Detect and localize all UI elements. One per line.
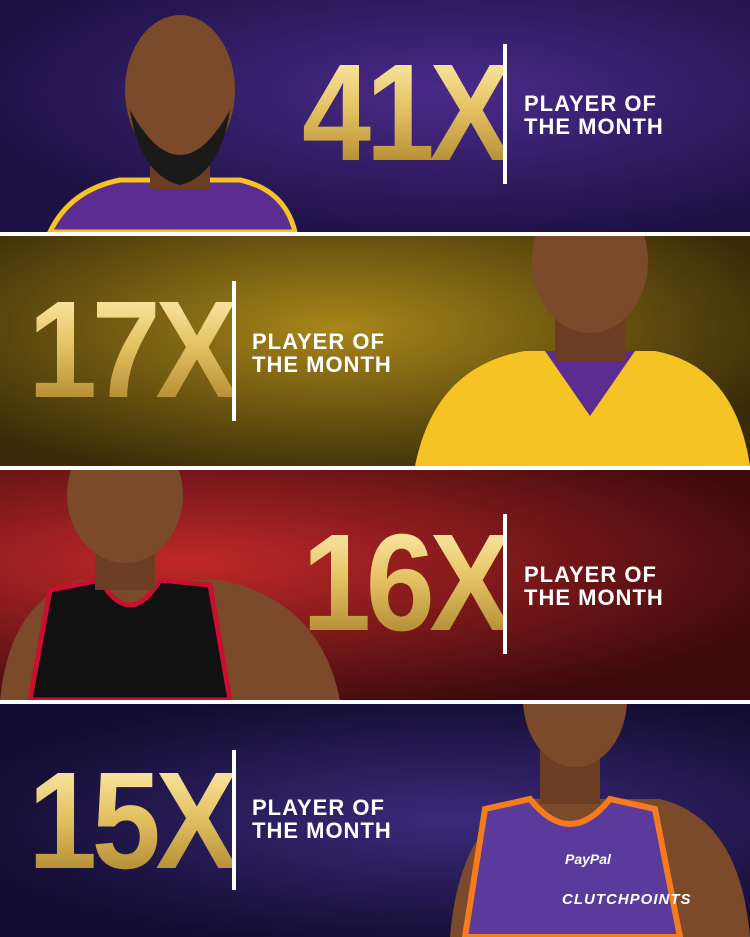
divider: [503, 514, 507, 654]
title: PLAYER OF THE MONTH: [524, 91, 664, 139]
player-photo-jordan: [0, 470, 340, 700]
count: 15X: [28, 744, 238, 898]
divider: [503, 44, 507, 184]
divider: [232, 281, 236, 421]
jersey-sponsor: PayPal: [565, 851, 612, 867]
title: PLAYER OF THE MONTH: [252, 795, 392, 843]
title: PLAYER OF THE MONTH: [252, 329, 392, 377]
panel-kobe: 17X PLAYER OF THE MONTH: [0, 236, 750, 466]
clutchpoints-watermark: CLUTCHPOINTS: [562, 891, 692, 908]
title: PLAYER OF THE MONTH: [524, 562, 664, 610]
divider: [232, 750, 236, 890]
panel-durant: PayPal 15X PLAYER OF THE MONTH: [0, 704, 750, 937]
panel-lebron: 41X PLAYER OF THE MONTH: [0, 0, 750, 232]
player-photo-lebron: [47, 15, 298, 232]
panel-jordan: 16X PLAYER OF THE MONTH: [0, 470, 750, 700]
count: 17X: [28, 273, 238, 427]
player-photo-durant: PayPal: [450, 704, 750, 937]
count: 41X: [302, 36, 512, 190]
count: 16X: [302, 506, 512, 660]
player-photo-kobe: [415, 236, 750, 466]
